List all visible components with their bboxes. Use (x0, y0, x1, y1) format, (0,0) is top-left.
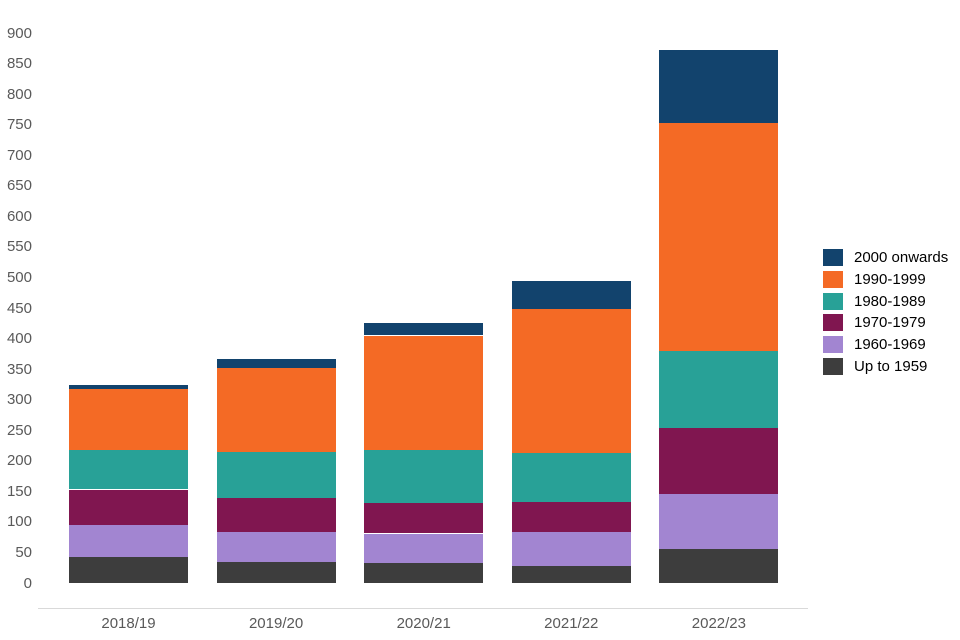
y-axis-tick-label: 750 (6, 116, 32, 134)
legend-label: 1990-1999 (854, 270, 926, 288)
legend-label: 2000 onwards (854, 249, 949, 266)
x-axis-category-label: 2020/21 (396, 615, 451, 632)
legend-swatch-2000-onwards (823, 249, 843, 266)
bar-segment-1970-1979-2020-21 (364, 502, 484, 534)
legend-label: Up to 1959 (854, 357, 928, 375)
bar-segment-1970-1979-2021-22 (511, 501, 631, 532)
y-axis-tick-label: 450 (6, 299, 32, 317)
bar-segment-1980-1989-2021-22 (511, 452, 631, 502)
legend-label: 1980-1989 (854, 292, 926, 310)
bar-segment-1990-1999-2018-19 (69, 389, 188, 450)
legend-item-up-to-1959: Up to 1959 (823, 357, 948, 375)
bar-segment-1960-1969-2018-19 (69, 524, 188, 557)
bar-segment-1970-1979-2019-20 (216, 498, 336, 532)
bar-segment-1960-1969-2020-21 (364, 533, 484, 563)
legend-item-1980-1989: 1980-1989 (823, 292, 948, 310)
bar-segment-1990-1999-2022-23 (659, 122, 779, 351)
y-axis-tick-label: 350 (6, 360, 32, 378)
bar-segment-1970-1979-2018-19 (69, 489, 188, 525)
bar-segment-1990-1999-2020-21 (364, 335, 484, 451)
y-axis-tick-label: 200 (6, 452, 32, 470)
legend-label: 1960-1969 (854, 336, 926, 354)
y-axis-tick-label: 700 (6, 146, 32, 164)
y-axis-tick-label: 250 (6, 421, 32, 439)
y-axis-tick-label: 900 (6, 24, 32, 42)
legend-swatch-1970-1979 (823, 314, 843, 332)
bar-segment-1960-1969-2021-22 (511, 531, 631, 566)
bar-segment-2000-onwards-2022-23 (659, 50, 779, 123)
bar-segment-1980-1989-2019-20 (216, 452, 336, 499)
legend-label: 1970-1979 (854, 314, 926, 332)
bar-segment-1960-1969-2022-23 (659, 493, 779, 549)
legend-swatch-1960-1969 (823, 336, 843, 354)
y-axis-tick-label: 50 (15, 543, 32, 561)
y-axis-tick-label: 650 (6, 177, 32, 195)
bar-segment-1990-1999-2021-22 (511, 308, 631, 453)
bar-segment-2000-onwards-2019-20 (216, 358, 336, 368)
x-axis-line (38, 608, 808, 609)
bar-segment-up-to-1959-2020-21 (364, 562, 484, 583)
bar-segment-2000-onwards-2021-22 (511, 280, 631, 309)
y-axis-tick-label: 850 (6, 55, 32, 73)
legend: 2000 onwards 1990-1999 1980-1989 1970-1979 1… (823, 249, 948, 375)
bar-segment-1970-1979-2022-23 (659, 428, 779, 494)
x-axis-category-label: 2018/19 (101, 615, 156, 632)
legend-item-1970-1979: 1970-1979 (823, 314, 948, 332)
legend-item-2000-onwards: 2000 onwards (823, 249, 948, 266)
y-axis-tick-label: 400 (6, 330, 32, 348)
bar-segment-up-to-1959-2021-22 (511, 565, 631, 583)
bar-segment-1960-1969-2019-20 (216, 531, 336, 562)
legend-swatch-1980-1989 (823, 292, 843, 310)
y-axis-tick-label: 500 (6, 268, 32, 286)
y-axis-tick-label: 150 (6, 482, 32, 500)
legend-item-1990-1999: 1990-1999 (823, 270, 948, 288)
x-axis-category-label: 2021/22 (544, 615, 599, 632)
x-axis-category-label: 2022/23 (691, 615, 746, 632)
bar-segment-up-to-1959-2018-19 (69, 556, 188, 583)
legend-swatch-up-to-1959 (823, 357, 843, 375)
y-axis-tick-label: 300 (6, 391, 32, 409)
legend-swatch-1990-1999 (823, 270, 843, 288)
bar-segment-1980-1989-2020-21 (364, 450, 484, 503)
bar-segment-2000-onwards-2018-19 (69, 385, 188, 390)
bar-segment-up-to-1959-2022-23 (659, 548, 779, 583)
y-axis-tick-label: 0 (23, 574, 32, 592)
bar-segment-1990-1999-2019-20 (216, 367, 336, 453)
y-axis-tick-label: 550 (6, 238, 32, 256)
y-axis-tick-label: 800 (6, 85, 32, 103)
legend-item-1960-1969: 1960-1969 (823, 336, 948, 354)
bar-segment-1980-1989-2018-19 (69, 449, 188, 490)
bar-segment-1980-1989-2022-23 (659, 350, 779, 429)
y-axis-tick-label: 600 (6, 207, 32, 225)
y-axis-tick-label: 100 (6, 513, 32, 531)
bar-segment-up-to-1959-2019-20 (216, 561, 336, 583)
bar-segment-2000-onwards-2020-21 (364, 322, 484, 336)
x-axis-category-label: 2019/20 (248, 615, 304, 632)
